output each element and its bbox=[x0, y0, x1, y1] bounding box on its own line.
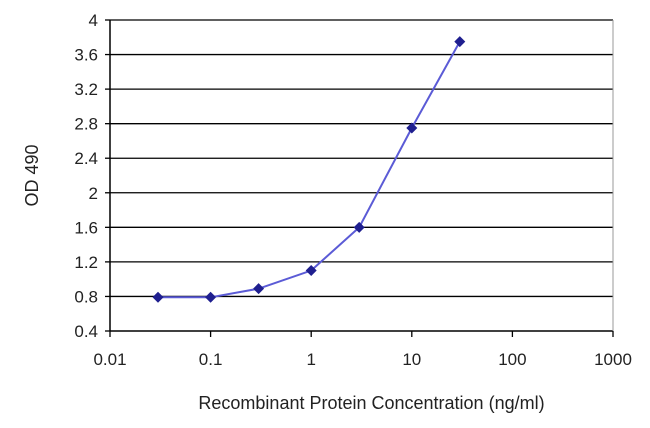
data-point bbox=[152, 291, 164, 303]
y-tick-label: 3.6 bbox=[74, 46, 98, 65]
y-tick-label: 2.4 bbox=[74, 149, 98, 168]
x-axis-title: Recombinant Protein Concentration (ng/ml… bbox=[198, 393, 544, 413]
y-tick-label: 2 bbox=[89, 184, 98, 203]
y-axis-title: OD 490 bbox=[22, 144, 42, 206]
series-layer bbox=[152, 36, 466, 303]
series-line bbox=[157, 41, 461, 299]
y-tick-label: 1.2 bbox=[74, 253, 98, 272]
data-point bbox=[305, 265, 317, 277]
y-tick-label: 4 bbox=[89, 11, 98, 30]
y-tick-label: 1.6 bbox=[74, 218, 98, 237]
x-tick-label: 10 bbox=[402, 350, 421, 369]
x-tick-label: 0.01 bbox=[93, 350, 126, 369]
label-layer: Recombinant Protein Concentration (ng/ml… bbox=[22, 11, 632, 413]
x-tick-label: 1 bbox=[306, 350, 315, 369]
y-tick-label: 3.2 bbox=[74, 80, 98, 99]
y-tick-label: 0.4 bbox=[74, 322, 98, 341]
data-point bbox=[205, 291, 217, 303]
grid-layer bbox=[110, 19, 613, 298]
axis-layer bbox=[105, 19, 614, 337]
x-tick-label: 1000 bbox=[594, 350, 632, 369]
y-tick-label: 2.8 bbox=[74, 115, 98, 134]
data-point bbox=[454, 36, 466, 48]
x-tick-label: 100 bbox=[498, 350, 526, 369]
data-point bbox=[353, 221, 365, 233]
x-tick-label: 0.1 bbox=[199, 350, 223, 369]
data-point bbox=[406, 122, 418, 134]
data-point bbox=[253, 283, 265, 295]
y-tick-label: 0.8 bbox=[74, 287, 98, 306]
